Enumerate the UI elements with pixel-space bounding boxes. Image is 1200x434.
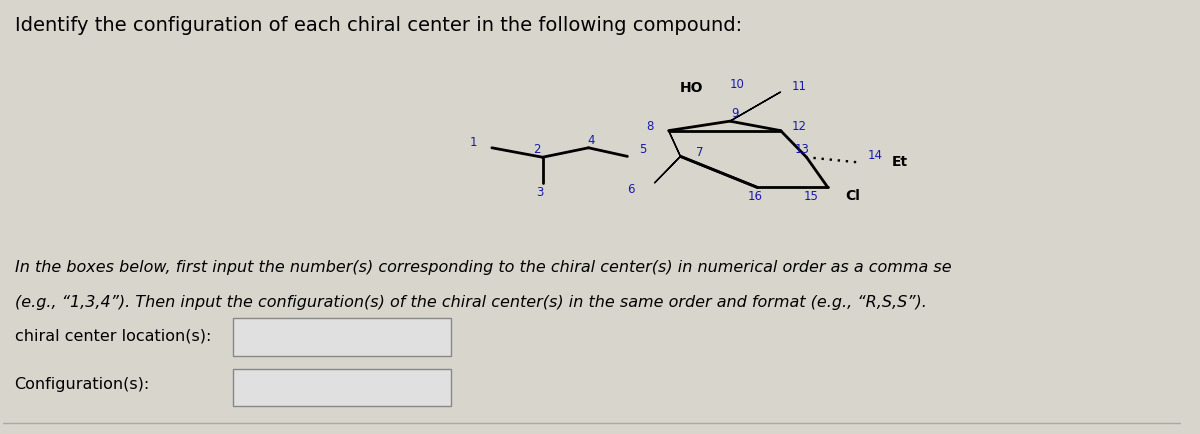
Text: 13: 13 — [794, 143, 809, 156]
Text: 2: 2 — [533, 143, 540, 156]
Text: 12: 12 — [792, 120, 806, 133]
Text: 15: 15 — [804, 190, 818, 203]
Text: 9: 9 — [731, 107, 738, 120]
FancyBboxPatch shape — [233, 319, 451, 356]
Text: Identify the configuration of each chiral center in the following compound:: Identify the configuration of each chira… — [14, 16, 742, 35]
Text: 11: 11 — [792, 80, 806, 93]
Text: 5: 5 — [640, 143, 647, 156]
Text: chiral center location(s):: chiral center location(s): — [14, 327, 211, 342]
Text: 8: 8 — [646, 120, 654, 133]
Polygon shape — [668, 132, 680, 157]
Text: 4: 4 — [587, 133, 595, 146]
Text: Configuration(s):: Configuration(s): — [14, 377, 150, 391]
Text: In the boxes below, first input the number(s) corresponding to the chiral center: In the boxes below, first input the numb… — [14, 260, 952, 275]
Text: 14: 14 — [868, 148, 882, 161]
Text: 3: 3 — [536, 186, 544, 199]
Text: 6: 6 — [628, 182, 635, 195]
Text: 10: 10 — [730, 78, 744, 91]
Text: Et: Et — [892, 155, 907, 169]
Text: 1: 1 — [469, 136, 476, 149]
Text: Cl: Cl — [846, 189, 860, 203]
Polygon shape — [654, 157, 680, 184]
FancyBboxPatch shape — [233, 368, 451, 406]
Text: 16: 16 — [748, 190, 762, 203]
Polygon shape — [730, 93, 781, 122]
Text: 7: 7 — [696, 145, 703, 158]
Text: HO: HO — [679, 81, 703, 95]
Text: (e.g., “1,3,4”). Then input the configuration(s) of the chiral center(s) in the : (e.g., “1,3,4”). Then input the configur… — [14, 294, 926, 309]
